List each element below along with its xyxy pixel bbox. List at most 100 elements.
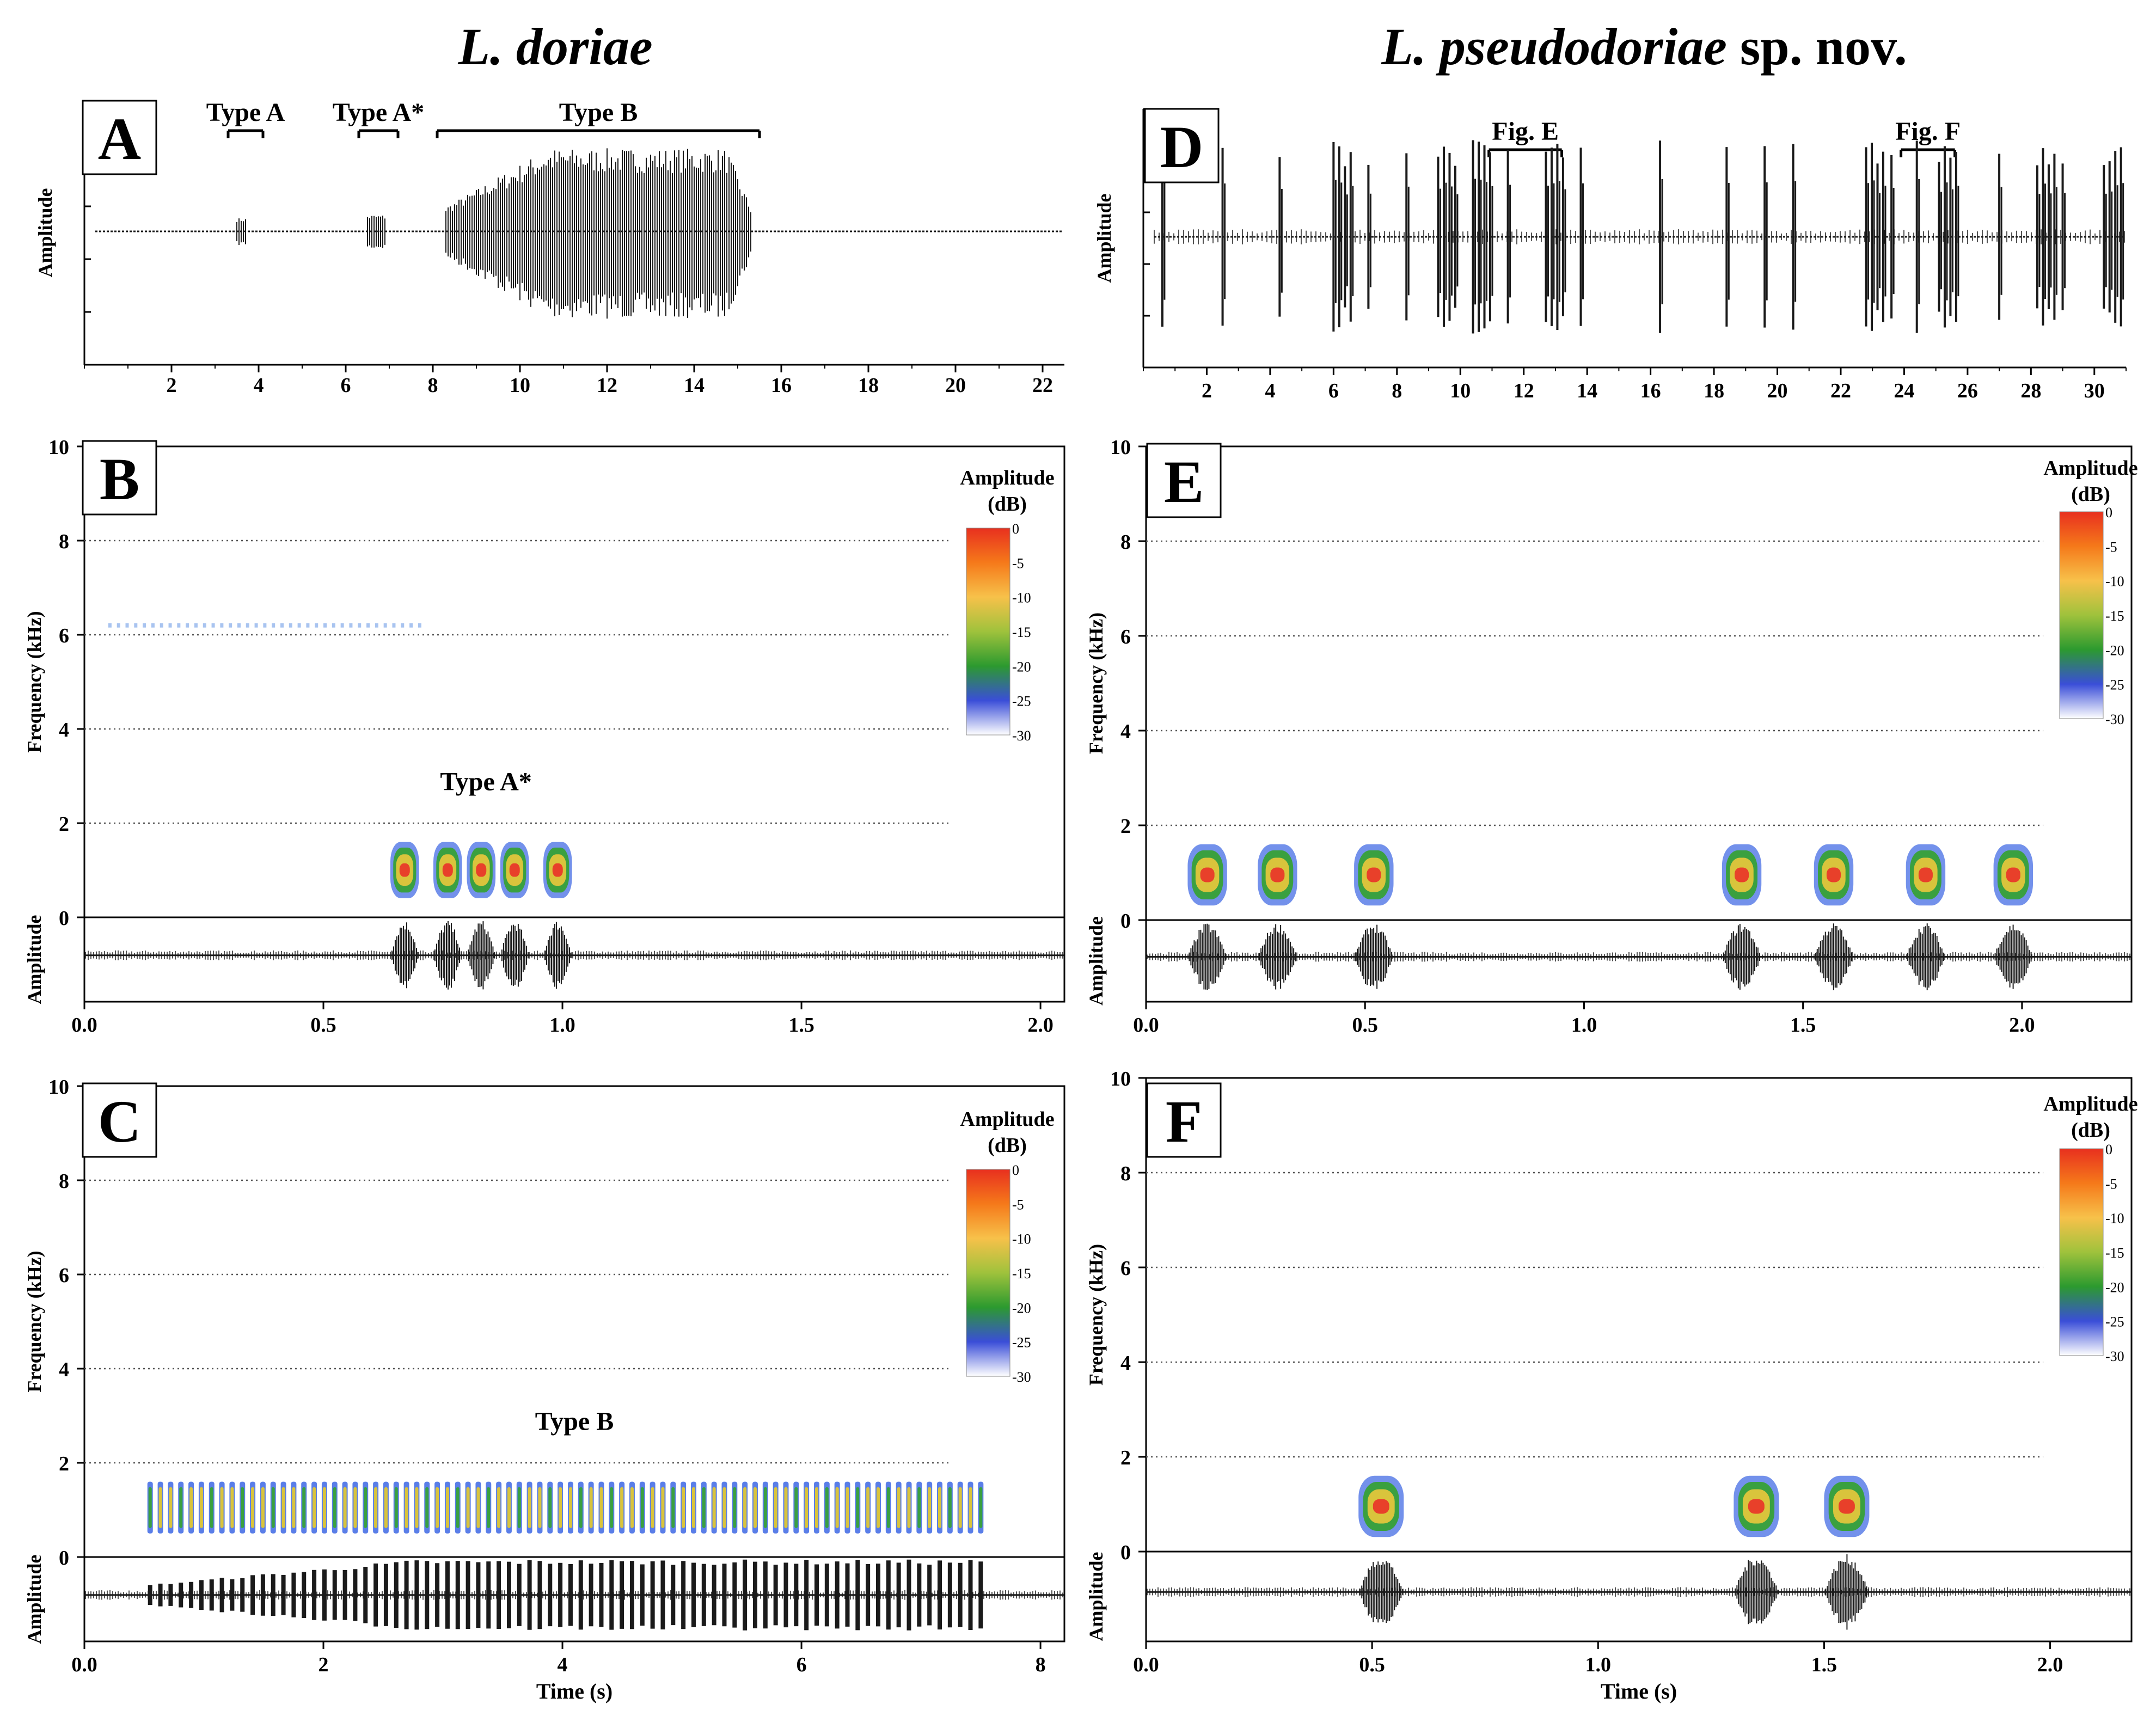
note-core <box>1373 1499 1389 1514</box>
faint-harmonic <box>254 623 258 628</box>
spectrogram-note <box>1187 844 1227 906</box>
y-tick-label: 2 <box>1120 815 1131 838</box>
pulse-inner <box>210 1487 213 1528</box>
pulse-inner <box>158 1487 162 1528</box>
faint-harmonic <box>203 623 206 628</box>
bracket: Type B <box>436 98 761 138</box>
colorbar-tick-label: 0 <box>1012 1162 1019 1178</box>
note-core <box>1270 867 1285 882</box>
pulse <box>352 1481 358 1621</box>
colorbar-tick-label: 0 <box>2105 505 2112 520</box>
faint-harmonic <box>306 623 310 628</box>
pulse <box>157 1481 163 1607</box>
pulse-inner <box>835 1487 839 1528</box>
colorbar-tick-label: -25 <box>1012 694 1031 709</box>
pulse <box>147 1481 153 1605</box>
colorbar: Amplitude(dB)0-5-10-15-20-25-30 <box>2043 1093 2137 1364</box>
spectrogram-note <box>1358 1475 1404 1537</box>
pulse-inner <box>302 1487 306 1528</box>
pulse-inner <box>517 1487 521 1528</box>
note-waveform <box>434 921 462 990</box>
pulse-inner <box>476 1487 480 1528</box>
pulse <box>588 1481 594 1627</box>
pulse <box>342 1481 348 1620</box>
x-tick-label: 4 <box>558 1653 568 1676</box>
pulse <box>465 1481 471 1629</box>
pulse <box>844 1481 850 1627</box>
note-waveform <box>1735 1560 1779 1625</box>
colorbar-tick-label: -25 <box>2105 677 2124 693</box>
x-tick-label: 1.0 <box>1585 1653 1612 1676</box>
x-tick-label: 12 <box>1514 379 1534 402</box>
pulse <box>209 1481 215 1611</box>
pulse-inner <box>876 1487 880 1528</box>
faint-harmonic <box>263 623 267 628</box>
pulse-inner <box>928 1487 932 1528</box>
call <box>1506 150 1511 324</box>
pulse <box>824 1481 830 1627</box>
note-core <box>1838 1499 1855 1514</box>
pulse <box>311 1481 317 1620</box>
right-species-suffix: sp. nov. <box>1726 17 1907 76</box>
pulse <box>885 1481 891 1630</box>
x-tick-label: 0.0 <box>1133 1014 1159 1037</box>
note-waveform <box>1259 924 1298 990</box>
faint-harmonic <box>272 623 275 628</box>
amplitude-axis-label: Amplitude <box>1085 916 1107 1006</box>
pulse <box>978 1481 984 1629</box>
pulse-inner <box>241 1487 244 1528</box>
pulse <box>424 1481 430 1629</box>
pulse <box>813 1481 819 1626</box>
note-core <box>1735 867 1749 882</box>
pulse <box>906 1481 912 1631</box>
pulse-inner <box>814 1487 818 1528</box>
x-tick-label: 2.0 <box>2037 1653 2063 1676</box>
pulse <box>916 1481 922 1627</box>
pulse-inner <box>548 1487 552 1528</box>
call <box>1890 155 1895 319</box>
colorbar-title: Amplitude <box>960 467 1054 489</box>
pulse-inner <box>969 1487 972 1528</box>
pulse <box>301 1481 307 1618</box>
note-waveform <box>1907 923 1946 990</box>
pulse <box>291 1481 297 1617</box>
y-tick-label: 2 <box>1120 1447 1131 1469</box>
faint-harmonic <box>211 623 215 628</box>
pulse <box>219 1481 225 1613</box>
x-tick-label: 0.0 <box>1133 1653 1159 1676</box>
faint-harmonic <box>289 623 292 628</box>
pulse-inner <box>445 1487 449 1528</box>
note-waveform <box>544 922 572 989</box>
pulse-inner <box>774 1487 777 1528</box>
pulse-inner <box>507 1487 511 1528</box>
y-tick-label: 8 <box>59 1170 69 1193</box>
x-tick-label: 1.5 <box>1811 1653 1837 1676</box>
faint-harmonic <box>134 623 138 628</box>
faint-harmonic <box>297 623 301 628</box>
pulse <box>896 1481 902 1628</box>
colorbar-tick-label: -30 <box>1012 1369 1031 1385</box>
faint-harmonic <box>332 623 335 628</box>
pulse <box>332 1481 338 1620</box>
panel-a: 2 4 6 8 10 12 14 16 18 20 22 Amplitude Type A Type A*… <box>34 98 1064 397</box>
y-tick-label: 8 <box>59 530 69 553</box>
pulse <box>927 1481 933 1626</box>
pulse <box>937 1481 943 1630</box>
colorbar-tick-label: -20 <box>2105 1279 2124 1295</box>
faint-harmonic <box>418 623 421 628</box>
left-species-name: L. doriae <box>458 17 653 76</box>
faint-harmonic <box>349 623 353 628</box>
note-waveform <box>1355 924 1394 989</box>
call <box>1725 147 1730 327</box>
note-core <box>1367 867 1381 882</box>
pulse-inner <box>568 1487 572 1528</box>
faint-harmonic <box>340 623 344 628</box>
pulse-inner <box>322 1487 326 1528</box>
bracket-label: Type A <box>206 98 285 127</box>
x-tick-label: 10 <box>1450 379 1471 402</box>
colorbar: Amplitude(dB)0-5-10-15-20-25-30 <box>960 1108 1054 1385</box>
colorbar-tick-label: -5 <box>2105 1176 2117 1192</box>
pulse-inner <box>979 1487 983 1528</box>
pulse-inner <box>487 1487 491 1528</box>
